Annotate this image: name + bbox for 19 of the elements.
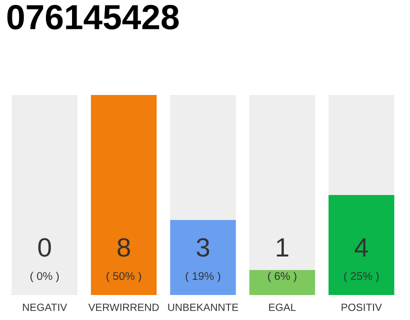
bar	[90, 95, 157, 295]
chart-title: 076145428	[7, 4, 179, 30]
bar	[12, 95, 78, 295]
x-tick-label: UNBEKANNTE	[168, 304, 238, 311]
data-label: 3 ( 19% )	[186, 238, 220, 282]
x-tick-label: VERWIRREND	[88, 304, 159, 311]
data-label: 0 ( 0% )	[30, 238, 59, 282]
bar	[170, 95, 236, 220]
bar	[249, 95, 316, 270]
bar	[328, 95, 394, 195]
data-label: 4 ( 25% )	[344, 238, 379, 282]
bar	[328, 195, 394, 295]
x-tick-label: NEGATIV	[22, 304, 68, 311]
data-label: 8 ( 50% )	[106, 238, 142, 282]
data-label: 1 ( 6% )	[268, 238, 296, 282]
x-tick-label: EGAL	[269, 304, 296, 311]
bar	[249, 270, 316, 295]
bar	[170, 220, 236, 295]
x-tick-label: POSITIV	[342, 304, 382, 311]
